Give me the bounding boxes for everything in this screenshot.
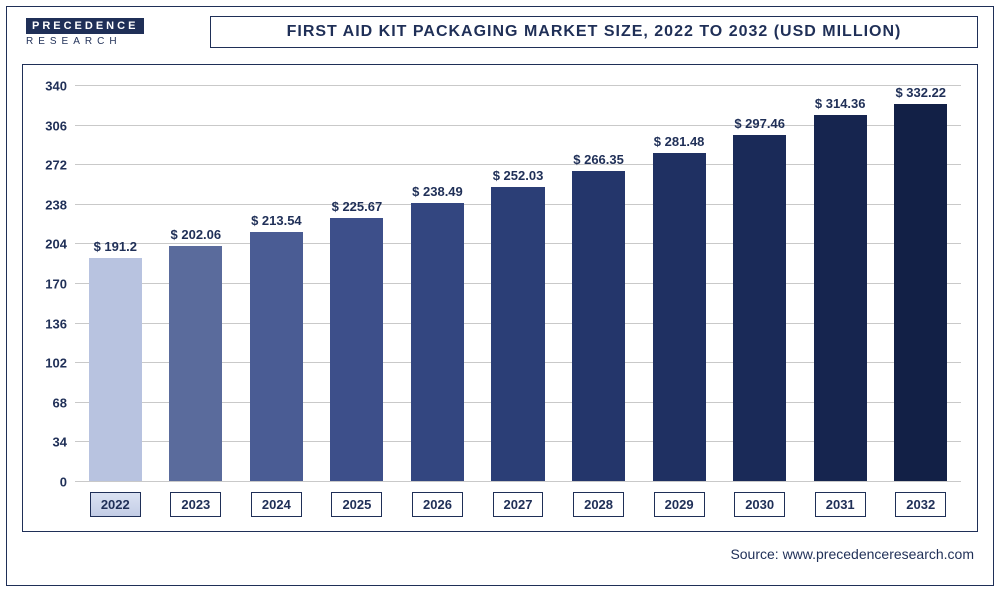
- bar-slot: $ 213.54: [236, 85, 317, 481]
- x-tick-label: 2024: [251, 492, 302, 517]
- y-axis-label: 34: [53, 435, 75, 450]
- y-axis-label: 0: [60, 475, 75, 490]
- y-axis-label: 238: [45, 197, 75, 212]
- chart-area: 0 34 68 102 136 170 204 238 272 306 340 $ 191.2 $ 2…: [22, 64, 978, 532]
- logo-subtext: RESEARCH: [26, 36, 144, 47]
- bar-rect: [330, 218, 383, 481]
- bar-slot: $ 191.2: [75, 85, 156, 481]
- x-tick-label: 2022: [90, 492, 141, 517]
- x-tick: 2026: [397, 487, 478, 521]
- bar-value-label: $ 213.54: [251, 213, 302, 228]
- x-tick-label: 2027: [493, 492, 544, 517]
- y-axis-label: 306: [45, 118, 75, 133]
- x-tick: 2027: [478, 487, 559, 521]
- bar-slot: $ 332.22: [880, 85, 961, 481]
- bar-value-label: $ 297.46: [734, 116, 785, 131]
- bar-slot: $ 252.03: [478, 85, 559, 481]
- x-axis: 2022 2023 2024 2025 2026 2027 2028 2029 2030 2031…: [75, 487, 961, 521]
- bar-value-label: $ 225.67: [332, 199, 383, 214]
- bar-rect: [491, 187, 544, 481]
- bar-rect: [89, 258, 142, 481]
- bar-slot: $ 314.36: [800, 85, 881, 481]
- bar-rect: [572, 171, 625, 481]
- brand-logo: PRECEDENCE RESEARCH: [26, 18, 144, 47]
- bar-rect: [169, 246, 222, 481]
- x-tick-label: 2032: [895, 492, 946, 517]
- x-tick-label: 2023: [170, 492, 221, 517]
- bar-rect: [814, 115, 867, 481]
- x-tick-label: 2030: [734, 492, 785, 517]
- y-axis-label: 170: [45, 277, 75, 292]
- source-attribution: Source: www.precedenceresearch.com: [730, 546, 974, 562]
- bar-rect: [894, 104, 947, 481]
- bar-value-label: $ 332.22: [895, 85, 946, 100]
- y-axis-label: 272: [45, 158, 75, 173]
- bar-value-label: $ 314.36: [815, 96, 866, 111]
- y-axis-label: 102: [45, 356, 75, 371]
- x-tick: 2032: [880, 487, 961, 521]
- bar-slot: $ 202.06: [156, 85, 237, 481]
- bar-value-label: $ 281.48: [654, 134, 705, 149]
- x-tick-label: 2028: [573, 492, 624, 517]
- y-axis-label: 340: [45, 79, 75, 94]
- x-tick-label: 2026: [412, 492, 463, 517]
- x-tick: 2031: [800, 487, 881, 521]
- x-tick: 2025: [317, 487, 398, 521]
- bar-value-label: $ 252.03: [493, 168, 544, 183]
- bar-value-label: $ 202.06: [171, 227, 222, 242]
- chart-title: FIRST AID KIT PACKAGING MARKET SIZE, 202…: [287, 23, 902, 41]
- bar-rect: [653, 153, 706, 481]
- bar-group: $ 191.2 $ 202.06 $ 213.54 $ 225.67 $ 238.49 $…: [75, 85, 961, 481]
- bar-slot: $ 281.48: [639, 85, 720, 481]
- x-tick-label: 2031: [815, 492, 866, 517]
- y-axis-label: 136: [45, 316, 75, 331]
- bar-value-label: $ 238.49: [412, 184, 463, 199]
- plot-region: 03468102136170204238272306340 $ 191.2$ 2…: [75, 85, 961, 481]
- bar-rect: [733, 135, 786, 481]
- chart-title-box: FIRST AID KIT PACKAGING MARKET SIZE, 202…: [210, 16, 978, 48]
- y-axis-label: 68: [53, 395, 75, 410]
- x-tick-label: 2029: [654, 492, 705, 517]
- bar-slot: $ 238.49: [397, 85, 478, 481]
- x-tick: 2023: [156, 487, 237, 521]
- x-tick-label: 2025: [331, 492, 382, 517]
- bar-rect: [411, 203, 464, 481]
- bar-slot: $ 266.35: [558, 85, 639, 481]
- x-tick: 2029: [639, 487, 720, 521]
- grid-line: 0: [75, 481, 961, 482]
- y-axis-label: 204: [45, 237, 75, 252]
- x-tick: 2024: [236, 487, 317, 521]
- x-tick: 2028: [558, 487, 639, 521]
- bar-slot: $ 225.67: [317, 85, 398, 481]
- bar-value-label: $ 191.2: [94, 239, 137, 254]
- logo-badge: PRECEDENCE: [26, 18, 144, 34]
- bar-value-label: $ 266.35: [573, 152, 624, 167]
- x-tick: 2022: [75, 487, 156, 521]
- bar-slot: $ 297.46: [719, 85, 800, 481]
- bar-rect: [250, 232, 303, 481]
- x-tick: 2030: [719, 487, 800, 521]
